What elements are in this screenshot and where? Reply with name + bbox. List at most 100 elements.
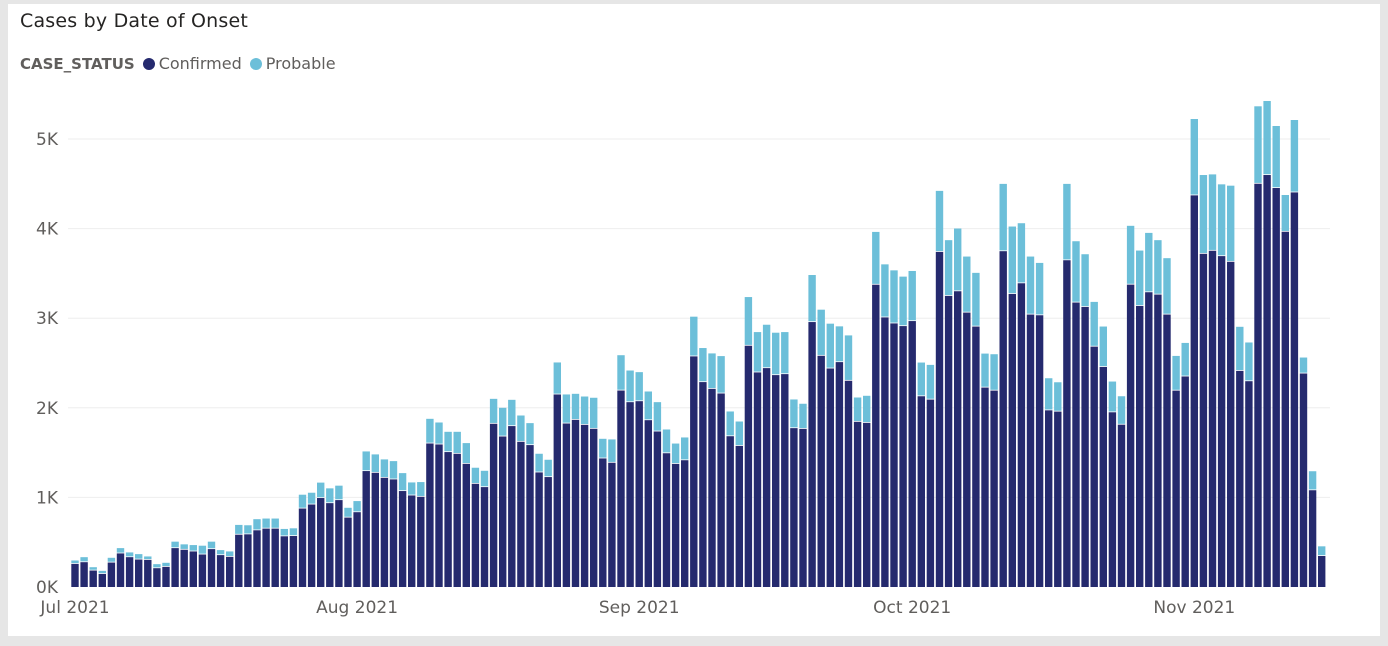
bar-confirmed[interactable] (681, 460, 689, 587)
bar-confirmed[interactable] (1054, 411, 1062, 587)
bar-probable[interactable] (917, 362, 925, 396)
bar-probable[interactable] (926, 364, 935, 399)
bar-probable[interactable] (863, 395, 871, 423)
bar-probable[interactable] (835, 326, 844, 362)
bar-confirmed[interactable] (790, 428, 798, 587)
bar-confirmed[interactable] (735, 445, 743, 587)
bar-confirmed[interactable] (1072, 302, 1080, 587)
bar-confirmed[interactable] (198, 554, 207, 587)
bar-probable[interactable] (144, 556, 152, 560)
bar-confirmed[interactable] (344, 517, 352, 587)
bar-probable[interactable] (408, 482, 416, 495)
bar-confirmed[interactable] (426, 443, 434, 587)
bar-confirmed[interactable] (872, 284, 880, 587)
bar-confirmed[interactable] (917, 396, 925, 587)
bar-confirmed[interactable] (89, 570, 97, 587)
bar-confirmed[interactable] (963, 312, 971, 587)
bar-confirmed[interactable] (644, 420, 652, 587)
bar-confirmed[interactable] (826, 368, 834, 587)
bar-confirmed[interactable] (207, 549, 216, 587)
bar-probable[interactable] (444, 431, 452, 452)
bar-confirmed[interactable] (335, 500, 343, 587)
bar-probable[interactable] (790, 399, 798, 428)
bar-confirmed[interactable] (981, 387, 989, 587)
bar-probable[interactable] (1263, 101, 1271, 175)
bar-confirmed[interactable] (562, 423, 571, 587)
bar-confirmed[interactable] (954, 291, 962, 587)
bar-confirmed[interactable] (1263, 175, 1271, 587)
bar-confirmed[interactable] (990, 390, 998, 587)
bar-probable[interactable] (499, 407, 507, 436)
bar-probable[interactable] (1172, 355, 1180, 390)
bar-confirmed[interactable] (1299, 373, 1308, 587)
bar-confirmed[interactable] (499, 436, 507, 587)
bar-probable[interactable] (1026, 256, 1035, 314)
bar-probable[interactable] (517, 415, 525, 441)
bar-probable[interactable] (335, 485, 343, 500)
bar-probable[interactable] (1054, 382, 1062, 411)
bar-confirmed[interactable] (1026, 314, 1035, 587)
bar-probable[interactable] (963, 256, 971, 312)
bar-probable[interactable] (153, 564, 161, 568)
bar-confirmed[interactable] (908, 321, 916, 587)
bar-probable[interactable] (389, 461, 398, 479)
bar-confirmed[interactable] (71, 563, 79, 587)
bar-confirmed[interactable] (753, 372, 762, 587)
bar-probable[interactable] (681, 437, 689, 460)
bar-confirmed[interactable] (944, 295, 953, 587)
bar-probable[interactable] (371, 454, 379, 472)
bar-confirmed[interactable] (553, 394, 561, 587)
bar-probable[interactable] (471, 467, 480, 483)
bar-probable[interactable] (380, 459, 389, 477)
bar-confirmed[interactable] (690, 356, 698, 587)
bar-probable[interactable] (71, 560, 79, 564)
bar-confirmed[interactable] (1172, 390, 1180, 587)
bar-confirmed[interactable] (280, 536, 288, 587)
bar-confirmed[interactable] (999, 251, 1007, 587)
bar-confirmed[interactable] (799, 428, 807, 587)
bar-confirmed[interactable] (353, 512, 361, 587)
bar-probable[interactable] (1308, 471, 1317, 490)
bar-confirmed[interactable] (708, 388, 716, 587)
bar-probable[interactable] (535, 453, 543, 472)
bar-confirmed[interactable] (289, 536, 298, 587)
bar-probable[interactable] (1245, 342, 1253, 381)
bar-probable[interactable] (1217, 184, 1226, 256)
bar-probable[interactable] (353, 501, 361, 512)
bar-confirmed[interactable] (1017, 283, 1026, 587)
bar-confirmed[interactable] (1318, 555, 1326, 587)
bar-confirmed[interactable] (271, 528, 279, 587)
bar-confirmed[interactable] (617, 390, 625, 587)
bar-confirmed[interactable] (544, 477, 552, 587)
bar-probable[interactable] (180, 544, 188, 549)
bar-confirmed[interactable] (380, 477, 389, 587)
bar-confirmed[interactable] (781, 374, 789, 587)
bar-probable[interactable] (1227, 185, 1235, 261)
bar-probable[interactable] (571, 393, 580, 420)
bar-probable[interactable] (162, 562, 170, 567)
bar-probable[interactable] (617, 355, 625, 390)
bar-confirmed[interactable] (189, 551, 197, 587)
bar-confirmed[interactable] (1045, 410, 1053, 587)
bar-confirmed[interactable] (1217, 256, 1226, 587)
bar-confirmed[interactable] (162, 566, 170, 587)
bar-confirmed[interactable] (881, 317, 889, 587)
bar-probable[interactable] (580, 396, 589, 425)
bar-confirmed[interactable] (817, 355, 825, 587)
bar-probable[interactable] (1254, 106, 1262, 183)
bar-confirmed[interactable] (180, 549, 188, 587)
bar-probable[interactable] (1163, 258, 1171, 314)
bar-probable[interactable] (116, 548, 125, 553)
bar-probable[interactable] (762, 324, 771, 368)
bar-probable[interactable] (999, 183, 1007, 251)
bar-probable[interactable] (280, 528, 288, 536)
bar-confirmed[interactable] (717, 393, 725, 587)
bar-probable[interactable] (1145, 232, 1153, 292)
bar-confirmed[interactable] (453, 453, 461, 587)
bar-probable[interactable] (899, 276, 907, 326)
bar-confirmed[interactable] (253, 530, 261, 587)
bar-confirmed[interactable] (408, 495, 416, 587)
bar-confirmed[interactable] (80, 562, 88, 587)
bar-probable[interactable] (489, 398, 498, 423)
bar-probable[interactable] (98, 570, 106, 574)
